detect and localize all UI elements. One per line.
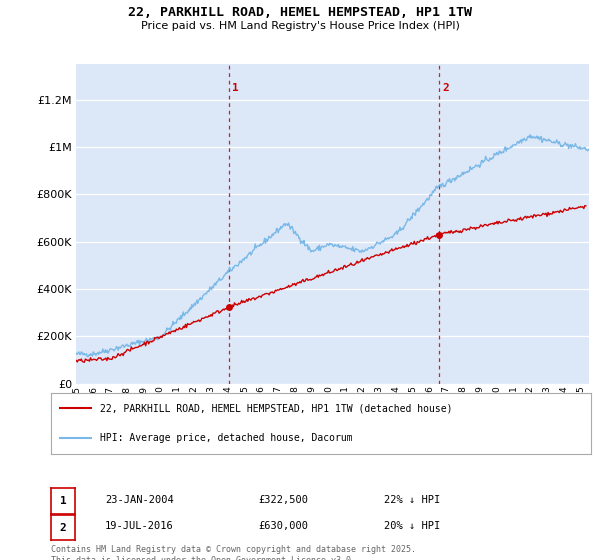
Text: HPI: Average price, detached house, Dacorum: HPI: Average price, detached house, Daco…	[100, 433, 352, 444]
Text: 22, PARKHILL ROAD, HEMEL HEMPSTEAD, HP1 1TW: 22, PARKHILL ROAD, HEMEL HEMPSTEAD, HP1 …	[128, 6, 472, 18]
Text: £630,000: £630,000	[258, 521, 308, 531]
Text: 1: 1	[232, 83, 239, 94]
Text: 19-JUL-2016: 19-JUL-2016	[105, 521, 174, 531]
Text: Contains HM Land Registry data © Crown copyright and database right 2025.
This d: Contains HM Land Registry data © Crown c…	[51, 545, 416, 560]
Text: £322,500: £322,500	[258, 494, 308, 505]
Text: 2: 2	[59, 522, 67, 533]
Text: Price paid vs. HM Land Registry's House Price Index (HPI): Price paid vs. HM Land Registry's House …	[140, 21, 460, 31]
Text: 22, PARKHILL ROAD, HEMEL HEMPSTEAD, HP1 1TW (detached house): 22, PARKHILL ROAD, HEMEL HEMPSTEAD, HP1 …	[100, 403, 452, 413]
Text: 23-JAN-2004: 23-JAN-2004	[105, 494, 174, 505]
Text: 2: 2	[442, 83, 449, 94]
Text: 1: 1	[59, 496, 67, 506]
Text: 20% ↓ HPI: 20% ↓ HPI	[384, 521, 440, 531]
Text: 22% ↓ HPI: 22% ↓ HPI	[384, 494, 440, 505]
